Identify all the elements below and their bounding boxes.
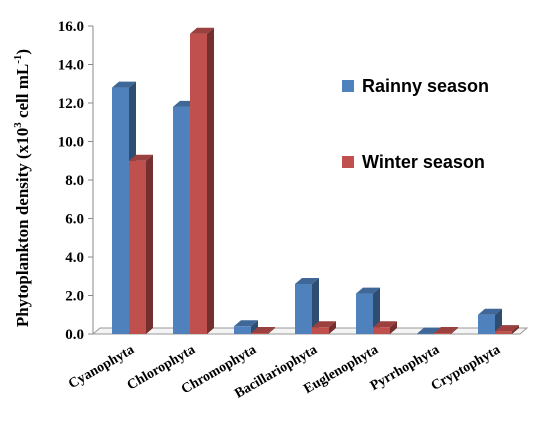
legend-label: Winter season xyxy=(362,152,485,172)
y-tick-label: 6.0 xyxy=(65,212,84,228)
bar xyxy=(251,327,275,334)
bar-front xyxy=(190,33,207,334)
bar-top xyxy=(129,154,153,161)
bar xyxy=(312,321,336,334)
legend: Rainny season Winter season xyxy=(342,76,489,172)
bar-front xyxy=(112,87,129,334)
bar-side xyxy=(373,287,380,334)
legend-swatch xyxy=(342,156,354,168)
bar-group xyxy=(112,27,519,335)
y-tick-label: 16.0 xyxy=(58,19,84,35)
bar xyxy=(295,277,319,334)
bar-top xyxy=(190,27,214,34)
bar-top xyxy=(434,327,458,334)
bar xyxy=(434,327,458,334)
y-tick-label: 10.0 xyxy=(58,135,84,151)
bar xyxy=(234,320,258,334)
x-axis-categories: CyanophytaChlorophytaChromophytaBacillar… xyxy=(66,342,503,401)
bar-top xyxy=(356,287,380,294)
bar-front xyxy=(356,293,373,334)
bar xyxy=(129,154,153,334)
bar-front xyxy=(478,314,495,334)
bar-front xyxy=(495,331,512,334)
bar-side xyxy=(312,277,319,334)
y-tick-label: 0.0 xyxy=(65,327,84,343)
bar xyxy=(373,321,397,334)
bar-side xyxy=(268,327,275,334)
bar-side xyxy=(512,325,519,334)
bar-front xyxy=(295,283,312,334)
bar-front xyxy=(129,160,146,334)
bar xyxy=(495,325,519,334)
bar xyxy=(190,27,214,334)
bar-top xyxy=(312,321,336,328)
bar-front xyxy=(417,333,434,335)
y-tick-label: 14.0 xyxy=(58,58,84,74)
bar-top xyxy=(478,308,502,315)
bar-top xyxy=(417,327,441,334)
y-tick-label: 12.0 xyxy=(58,96,84,112)
bar-side xyxy=(451,327,458,334)
y-tick-label: 8.0 xyxy=(65,173,84,189)
bar-side xyxy=(390,321,397,334)
y-axis-label: Phytoplankton density (x103 cell mL-1) xyxy=(12,49,32,327)
bar-front xyxy=(312,327,329,334)
bar-front xyxy=(373,327,390,334)
bar-top xyxy=(295,277,319,284)
legend-label: Rainny season xyxy=(362,76,489,96)
bar-top xyxy=(251,327,275,334)
bar-side xyxy=(146,154,153,334)
bar-top xyxy=(373,321,397,328)
bar-side xyxy=(251,320,258,334)
bar-front xyxy=(251,333,268,334)
legend-swatch xyxy=(342,80,354,92)
y-axis-ticks: 0.0 2.0 4.0 6.0 8.0 10.0 12.0 14.0 16.0 xyxy=(58,19,93,343)
category-label: Cryptophyta xyxy=(429,342,503,393)
bar-side xyxy=(329,321,336,334)
bar-top xyxy=(112,81,136,88)
bar-front xyxy=(173,106,190,334)
bar xyxy=(356,287,380,334)
bar-top xyxy=(234,320,258,327)
bar-front xyxy=(434,333,451,334)
y-tick-label: 4.0 xyxy=(65,250,84,266)
y-tick-label: 2.0 xyxy=(65,289,84,305)
bar-front xyxy=(234,326,251,334)
bar-side xyxy=(207,27,214,334)
bar-top xyxy=(495,325,519,332)
